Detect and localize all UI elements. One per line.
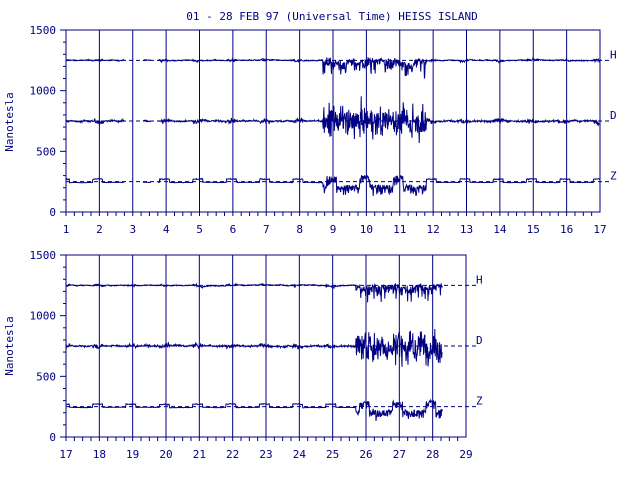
panel-1-series-label-H: H — [610, 48, 617, 61]
panel-2-x-tick-label-27: 27 — [393, 448, 406, 461]
panel-1-x-tick-label-1: 1 — [63, 223, 70, 236]
panel-1-trace-D — [65, 96, 600, 144]
panel-1-x-tick-label-9: 9 — [330, 223, 337, 236]
panel-1-x-tick-label-10: 10 — [360, 223, 373, 236]
panel-1-y-tick-label-1500: 1500 — [30, 24, 57, 37]
panel-2-x-tick-label-29: 29 — [459, 448, 472, 461]
panel-2-series-label-D: D — [476, 334, 483, 347]
panel-1-x-tick-label-8: 8 — [296, 223, 303, 236]
panel-1-x-tick-label-3: 3 — [129, 223, 136, 236]
panel-1-x-tick-label-5: 5 — [196, 223, 203, 236]
panel-1-x-tick-label-16: 16 — [560, 223, 573, 236]
chart-panels: 1 2 3 4 5 6 7 8 9 10 11 12 13 14 15 16 17050010001500HDZ… — [30, 24, 618, 461]
panel-1-trace-Z — [65, 174, 601, 197]
panel-1-trace-H — [65, 55, 601, 79]
panel-2-y-tick-label-1500: 1500 — [30, 249, 57, 262]
panel-2-y-tick-label-0: 0 — [49, 431, 56, 444]
panel-2-series-label-Z: Z — [476, 395, 483, 408]
y-axis-label-bottom: Nanotesla — [3, 316, 16, 376]
chart-title: 01 - 28 FEB 97 (Universal Time) HEISS IS… — [186, 10, 477, 23]
panel-1-x-tick-label-14: 14 — [493, 223, 507, 236]
panel-1-x-tick-label-17: 17 — [593, 223, 606, 236]
panel-2-x-tick-label-17: 17 — [59, 448, 72, 461]
panel-2-x-tick-label-26: 26 — [359, 448, 372, 461]
panel-2-x-tick-label-23: 23 — [259, 448, 272, 461]
panel-1-series-label-D: D — [610, 109, 617, 122]
panel-1-x-tick-label-12: 12 — [427, 223, 440, 236]
panel-1-y-tick-label-1000: 1000 — [30, 85, 57, 98]
panel-1-x-tick-label-2: 2 — [96, 223, 103, 236]
panel-2-group: 17 18 19 20 21 22 23 24 25 26 27 28 29 0 500 1000 1500 H D… — [30, 249, 484, 461]
panel-1-x-tick-label-13: 13 — [460, 223, 473, 236]
panel-2-x-tick-label-21: 21 — [193, 448, 206, 461]
panel-2-trace-H — [65, 282, 443, 303]
panel-1-series-label-Z: Z — [610, 170, 617, 183]
panel-1-y-tick-label-500: 500 — [36, 145, 56, 158]
panel-2-x-tick-label-28: 28 — [426, 448, 439, 461]
panel-1-x-tick-label-15: 15 — [527, 223, 540, 236]
panel-2-trace-D — [65, 328, 443, 367]
panel-2-x-tick-label-18: 18 — [93, 448, 106, 461]
panel-2-x-tick-label-24: 24 — [293, 448, 307, 461]
y-axis-label-top: Nanotesla — [3, 92, 16, 152]
panel-2-y-tick-label-1000: 1000 — [30, 310, 57, 323]
panel-2-x-tick-label-19: 19 — [126, 448, 139, 461]
panel-2-trace-Z — [65, 398, 443, 422]
panel-1-x-tick-label-6: 6 — [230, 223, 237, 236]
panel-2-x-tick-label-20: 20 — [159, 448, 172, 461]
panel-2-y-tick-label-500: 500 — [36, 370, 56, 383]
panel-1-y-tick-label-0: 0 — [49, 206, 56, 219]
panel-1-x-tick-label-7: 7 — [263, 223, 270, 236]
panel-1-x-tick-label-4: 4 — [163, 223, 170, 236]
panel-2-x-tick-label-25: 25 — [326, 448, 339, 461]
panel-2-series-label-H: H — [476, 273, 483, 286]
panel-1-x-tick-label-11: 11 — [393, 223, 406, 236]
panel-2-x-tick-label-22: 22 — [226, 448, 239, 461]
